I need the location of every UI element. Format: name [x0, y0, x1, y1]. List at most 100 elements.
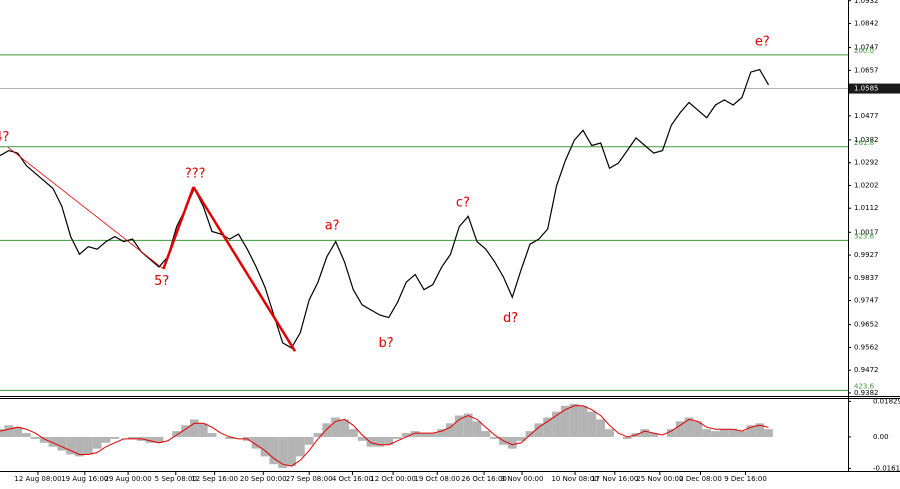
oscillator-bar [384, 436, 394, 445]
oscillator-bar [684, 417, 694, 437]
oscillator-bar [48, 436, 58, 447]
oscillator-bar [649, 433, 659, 437]
oscillator-bar [534, 423, 544, 437]
oscillator-bar [472, 421, 482, 437]
oscillator-bar [666, 429, 676, 437]
oscillator-bar [340, 419, 349, 437]
oscillator-bar [251, 436, 261, 449]
oscillator-bar [640, 429, 650, 437]
oscillator-bar [0, 429, 5, 437]
y-tick-label: 0.9472 [854, 366, 879, 374]
x-tick-label: 10 Nov 08:00 [551, 475, 598, 483]
oscillator-bar [605, 429, 614, 437]
oscillator-bar [13, 427, 23, 437]
oscillator-bar [278, 436, 288, 469]
x-tick-label: 25 Nov 00:00 [636, 475, 683, 483]
x-tick-label: 5 Sep 08:00 [155, 475, 197, 483]
oscillator-bar [189, 419, 199, 437]
oscillator-bar [693, 421, 703, 437]
y-tick-label: -0.01615 [873, 464, 900, 472]
oscillator-bar [348, 429, 358, 437]
oscillator-bar [57, 436, 67, 451]
oscillator-bar [728, 429, 738, 437]
x-tick-label: 26 Oct 16:00 [461, 475, 507, 483]
y-tick-label: 0.9837 [854, 274, 879, 282]
oscillator-bar [711, 431, 720, 437]
oscillator-bar [269, 436, 279, 465]
wave-label: ??? [185, 167, 206, 182]
x-tick-label: 9 Dec 16:00 [724, 475, 767, 483]
oscillator-bar [128, 436, 137, 439]
oscillator-bar [66, 436, 76, 455]
oscillator-bar [746, 425, 756, 437]
oscillator-bar [357, 436, 367, 441]
signal-line [0, 405, 769, 467]
fibo-level-label: 323.6 [854, 232, 875, 240]
wave-label: e? [755, 34, 770, 49]
y-tick-label: 1.0932 [854, 0, 879, 5]
x-tick-label: 19 Oct 08:00 [414, 475, 460, 483]
y-tick-label: 1.0747 [854, 44, 879, 52]
y-tick-label: 0.9652 [854, 321, 879, 329]
oscillator-bar [737, 431, 747, 437]
oscillator-bar [587, 411, 597, 437]
wave-label: d? [503, 311, 518, 326]
oscillator-bar [198, 423, 208, 437]
y-tick-label: 0.9382 [854, 389, 879, 397]
oscillator-bar [560, 405, 570, 437]
y-tick-label: 1.0842 [854, 20, 879, 28]
oscillator-bar [490, 436, 500, 439]
y-tick-label: 0.9747 [854, 297, 879, 305]
oscillator-bar [295, 436, 305, 457]
oscillator-bar [313, 433, 323, 437]
x-tick-label: 2 Dec 08:00 [679, 475, 722, 483]
oscillator-bar [366, 436, 376, 447]
oscillator-bar [181, 425, 190, 437]
oscillator-bar [172, 431, 182, 437]
y-tick-label: 1.0202 [854, 181, 879, 189]
y-tick-label: 1.0477 [854, 112, 879, 120]
oscillator-bar [375, 436, 385, 447]
x-tick-label: 20 Sep 00:00 [240, 475, 287, 483]
oscillator-bar [702, 429, 712, 437]
oscillator-bar [75, 436, 84, 457]
oscillator-bar [446, 423, 455, 437]
oscillator-bar [30, 436, 40, 439]
y-tick-label: 1.0382 [854, 136, 879, 144]
oscillator-bar [393, 436, 402, 439]
oscillator-bar [207, 433, 217, 437]
wave-label: 4? [0, 130, 9, 145]
oscillator-bar [92, 436, 102, 449]
oscillator-bar [764, 429, 773, 437]
x-tick-label: 12 Oct 00:00 [370, 475, 416, 483]
y-tick-label: 1.0112 [854, 204, 879, 212]
oscillator-bar [569, 403, 579, 437]
x-tick-label: 19 Aug 16:00 [61, 475, 108, 483]
x-tick-label: 4 Oct 16:00 [332, 475, 373, 483]
y-tick-label: 1.0017 [854, 228, 879, 236]
oscillator-bar [401, 433, 411, 437]
current-price-box [849, 83, 900, 94]
wave-label: c? [456, 195, 470, 210]
oscillator-bar [419, 433, 429, 437]
wave-line [192, 186, 297, 352]
oscillator-bar [525, 431, 535, 437]
oscillator-bar [304, 436, 314, 445]
oscillator-bar [719, 429, 729, 437]
oscillator-bar [543, 417, 553, 437]
wave-line [162, 186, 195, 270]
price-line [0, 68, 770, 349]
oscillator-bar [481, 431, 491, 437]
oscillator-bar [507, 436, 517, 449]
oscillator-bar [437, 429, 447, 437]
oscillator-bar [154, 436, 164, 443]
oscillator-bar [428, 433, 438, 437]
oscillator-bar [260, 436, 270, 457]
wave-label: b? [378, 336, 393, 351]
oscillator-bar [39, 436, 49, 443]
oscillator-bar [110, 436, 120, 439]
oscillator-bar [755, 423, 765, 437]
x-tick-label: 12 Aug 08:00 [14, 475, 61, 483]
